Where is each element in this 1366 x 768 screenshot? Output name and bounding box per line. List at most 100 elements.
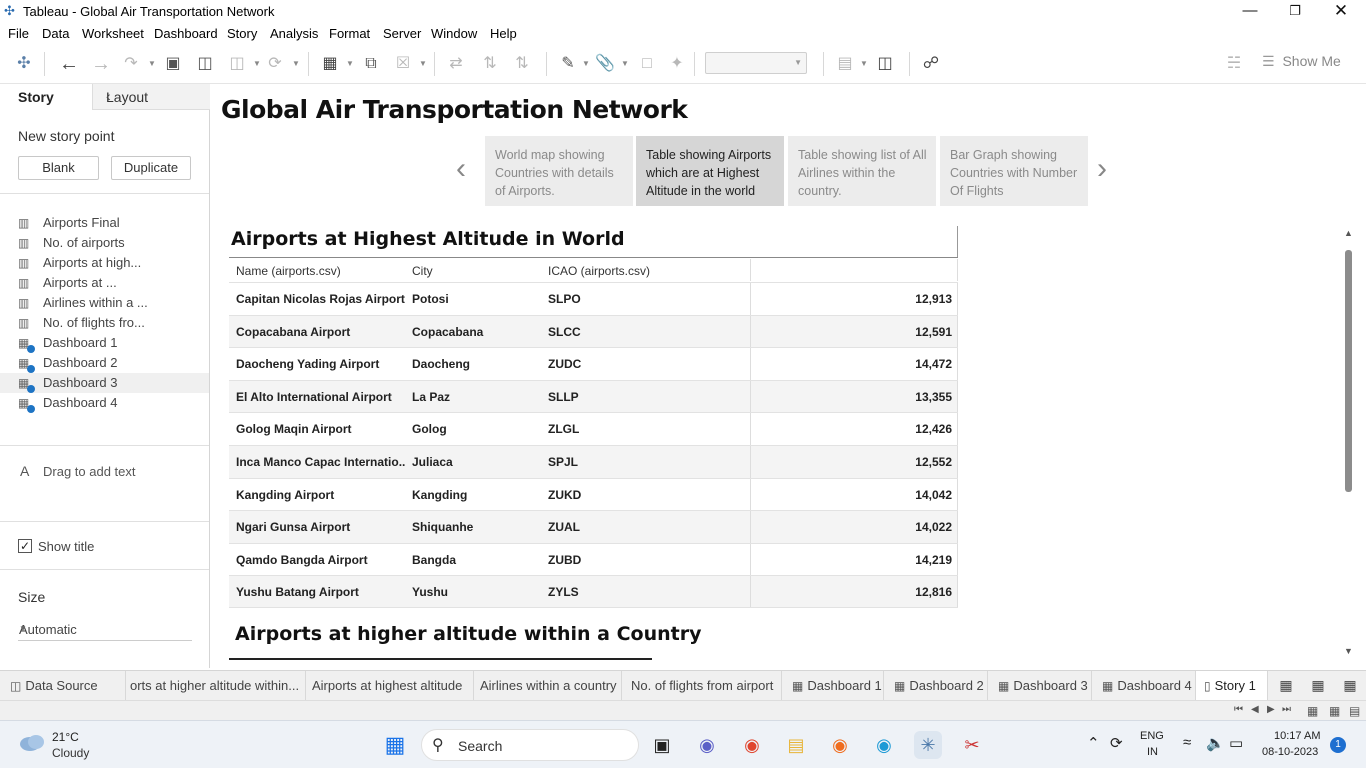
new-worksheet-icon[interactable]: ▦ [1279,677,1293,693]
sync-icon[interactable]: ⟳ [1110,735,1123,752]
drag-to-add-text[interactable]: Drag to add text [43,464,136,479]
swap-icon[interactable]: ⇄ [449,55,463,72]
save-icon[interactable]: ▣ [165,55,181,72]
chevron-down-icon[interactable]: ▼ [253,59,261,68]
menu-window[interactable]: Window [431,26,478,41]
tab-data-source[interactable]: ◫ Data Source [0,671,126,701]
tab-dashboard[interactable]: ▦ Dashboard 3 [988,671,1092,701]
table-row[interactable]: Kangding Airport Kangding ZUKD 14,042 [229,477,958,511]
chrome-icon[interactable]: ◉ [744,735,760,755]
share-icon[interactable]: ☍ [922,55,940,72]
volume-icon[interactable]: 🔈 [1206,735,1225,752]
sheet-list-item[interactable]: ▥ Airlines within a ... [0,293,209,313]
clock-time[interactable]: 10:17 AM [1274,730,1321,742]
tableau-taskbar-icon[interactable]: ✳ [914,731,942,759]
chevron-down-icon[interactable]: ▼ [292,59,300,68]
sheet-list-item[interactable]: ▦ Dashboard 2 [0,353,209,373]
last-sheet-icon[interactable]: ⏭ [1282,704,1291,715]
tab-dashboard[interactable]: ▦ Dashboard 2 [884,671,988,701]
duplicate-button[interactable]: Duplicate [111,156,191,180]
tab-worksheet[interactable]: No. of flights from airport [622,671,782,701]
menu-format[interactable]: Format [329,26,371,41]
sheet-list-item[interactable]: ▥ Airports Final [0,213,209,233]
menu-story[interactable]: Story [227,26,258,41]
blank-button[interactable]: Blank [18,156,99,180]
language-indicator[interactable]: ENG [1140,730,1164,742]
sheet-list-item[interactable]: ▥ Airports at high... [0,253,209,273]
menu-dashboard[interactable]: Dashboard [154,26,218,41]
menu-help[interactable]: Help [490,26,517,41]
format-painter-icon[interactable]: ☵ [1226,55,1242,72]
airports-table[interactable]: Name (airports.csv) City ICAO (airports.… [229,259,958,609]
table-row[interactable]: Qamdo Bangda Airport Bangda ZUBD 14,219 [229,542,958,576]
show-filmstrip-icon[interactable]: ▦ [1307,704,1319,718]
show-mark-labels-icon[interactable]: □ [642,55,652,72]
tab-story[interactable]: ▯ Story 1 [1196,671,1268,701]
table-row[interactable]: Yushu Batang Airport Yushu ZYLS 12,816 [229,575,958,609]
scroll-down-icon[interactable]: ▼ [1344,646,1353,656]
story-point-2[interactable]: Table showing Airports which are at High… [636,136,784,206]
edge-icon[interactable]: ◉ [876,735,892,755]
redo-icon[interactable]: → [91,53,111,75]
table-row[interactable]: Golog Maqin Airport Golog ZLGL 12,426 [229,412,958,446]
chevron-down-icon[interactable]: ▼ [148,59,156,68]
table-row[interactable]: Copacabana Airport Copacabana SLCC 12,591 [229,314,958,348]
column-header-city[interactable]: City [412,264,433,278]
sheet-list-item[interactable]: ▦ Dashboard 1 [0,333,209,353]
close-window-button[interactable]: ✕ [1333,1,1349,20]
task-view-icon[interactable]: ▣ [653,735,671,755]
table-row[interactable]: Daocheng Yading Airport Daocheng ZUDC 14,47… [229,347,958,381]
tab-layout[interactable]: Layout ‹ [92,84,210,110]
refresh-icon[interactable]: ⟳ [268,55,282,72]
weather-condition[interactable]: Cloudy [52,746,90,760]
sheet-list-item[interactable]: ▥ Airports at ... [0,273,209,293]
sheet-list-item[interactable]: ▦ Dashboard 4 [0,393,209,413]
table-row[interactable]: Capitan Nicolas Rojas Airport Potosi SLPO 1… [229,282,958,315]
pause-updates-icon[interactable]: ◫ [229,55,245,72]
menu-file[interactable]: File [8,26,29,41]
firefox-icon[interactable]: ◉ [832,735,848,755]
show-cards-icon[interactable]: ▤ [837,55,853,72]
tab-worksheet[interactable]: orts at higher altitude within... [126,671,306,701]
table-row[interactable]: El Alto International Airport La Paz SLLP 1… [229,379,958,413]
tableau-home-icon[interactable]: ✣ [17,55,31,72]
windows-start-icon[interactable]: ▦ [384,732,406,757]
chevron-down-icon[interactable]: ▼ [621,59,629,68]
menu-worksheet[interactable]: Worksheet [82,26,144,41]
scroll-thumb[interactable] [1345,250,1352,492]
tab-worksheet[interactable]: Airlines within a country [474,671,622,701]
show-tabs-icon[interactable]: ▤ [1349,704,1361,718]
sheet-list-item[interactable]: ▦ Dashboard 3 [0,373,209,393]
tab-worksheet[interactable]: Airports at highest altitude [306,671,474,701]
sort-ascending-icon[interactable]: ⇅ [483,55,497,72]
minimize-button[interactable]: — [1242,2,1258,19]
menu-data[interactable]: Data [42,26,70,41]
next-story-point-icon[interactable]: › [1097,152,1107,185]
wifi-icon[interactable]: ≈ [1183,734,1192,751]
tab-story[interactable]: Story [0,84,92,110]
restore-button[interactable]: ❐ [1289,3,1301,18]
new-worksheet-icon[interactable]: ▦ [322,55,338,72]
chevron-down-icon[interactable]: ▼ [582,59,590,68]
menu-server[interactable]: Server [383,26,422,41]
taskbar-search[interactable]: ⚲ Search [421,729,639,761]
story-point-1[interactable]: World map showing Countries with details… [485,136,633,206]
scroll-up-icon[interactable]: ▲ [1344,228,1353,238]
snipping-tool-icon[interactable]: ✂ [964,735,980,755]
first-sheet-icon[interactable]: ⏮ [1234,704,1243,715]
previous-story-point-icon[interactable]: ‹ [456,152,466,185]
undo-icon[interactable]: ← [59,53,79,75]
sheet-list-item[interactable]: ▥ No. of airports [0,233,209,253]
teams-chat-icon[interactable]: ◉ [699,735,715,755]
menu-analysis[interactable]: Analysis [270,26,319,41]
tab-dashboard[interactable]: ▦ Dashboard 1 [782,671,884,701]
previous-sheet-icon[interactable]: ◀ [1251,704,1259,715]
chevron-down-icon[interactable]: ▼ [860,59,868,68]
vertical-scrollbar[interactable]: ▲ ▼ [1341,226,1357,660]
file-explorer-icon[interactable]: ▤ [787,735,805,755]
replay-icon[interactable]: ↷ [124,55,138,72]
column-header-altitude[interactable] [750,259,958,281]
column-header-name[interactable]: Name (airports.csv) [236,264,341,278]
notification-badge[interactable]: 1 [1330,737,1346,753]
story-point-4[interactable]: Bar Graph showing Countries with Number … [940,136,1088,206]
